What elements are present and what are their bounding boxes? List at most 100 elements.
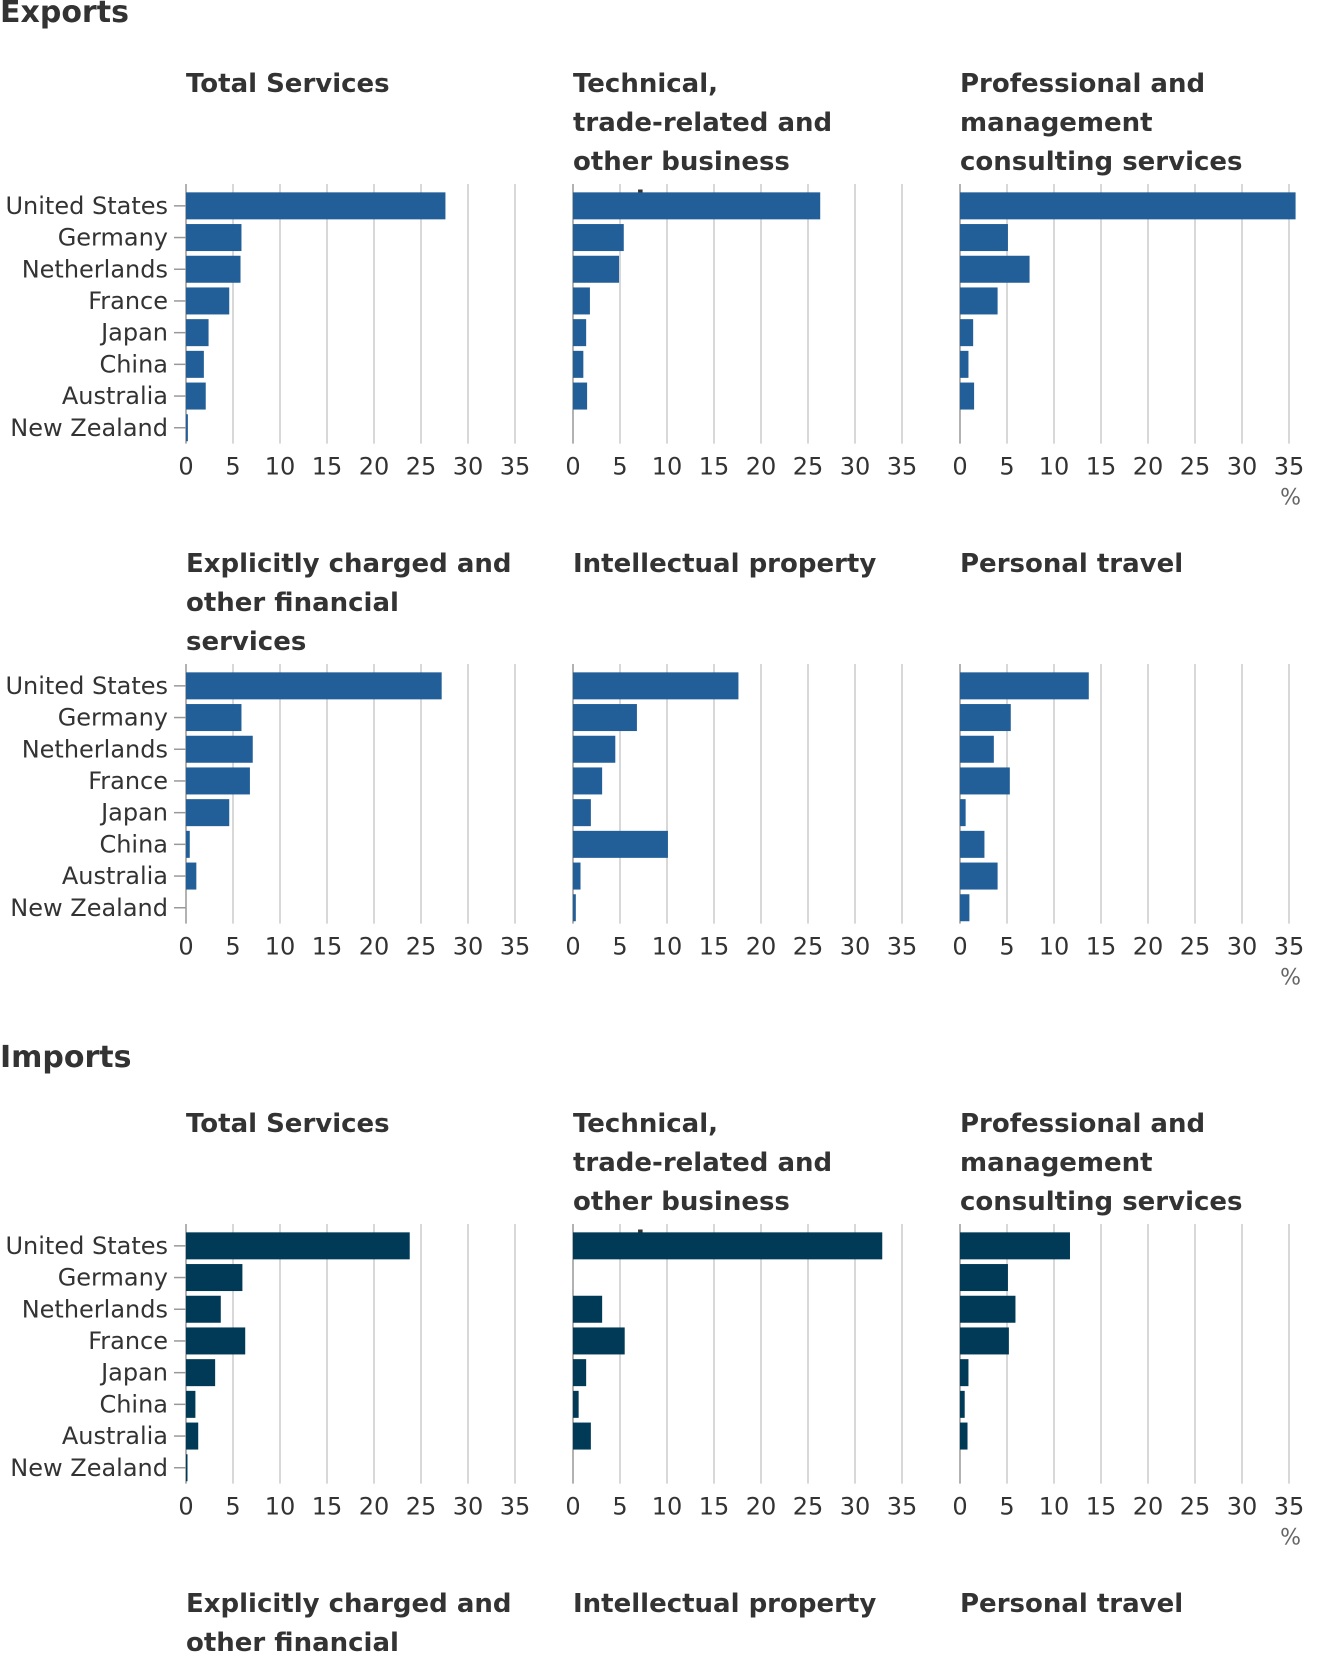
country-label-new-zealand: New Zealand [10, 1454, 168, 1482]
exports-intellectual-property-bar-japan [573, 799, 591, 827]
exports-professional-and-management-consulting-services-x-tick-0: 0 [952, 453, 967, 481]
exports-professional-and-management-consulting-services-bar-japan [960, 319, 974, 347]
exports-professional-and-management-consulting-services-bar-china [960, 350, 969, 378]
exports-personal-travel-x-tick-25: 25 [1180, 933, 1211, 961]
imports-total-services-bar-netherlands [186, 1295, 221, 1323]
imports-professional-and-management-consulting-services-bar-united-states [960, 1232, 1070, 1260]
imports-total-services-bar-united-states [186, 1232, 410, 1260]
exports-technical-trade-related-and-other-business-services-x-tick-25: 25 [793, 453, 824, 481]
exports-explicitly-charged-and-other-financial-services-title-line: Explicitly charged and [186, 549, 512, 579]
country-label-netherlands: Netherlands [22, 735, 168, 763]
imports-professional-and-management-consulting-services-title-line: management [960, 1148, 1153, 1178]
country-label-netherlands: Netherlands [22, 1295, 168, 1323]
imports-technical-trade-related-and-other-business-services-x-tick-15: 15 [699, 1493, 730, 1521]
exports-total-services-x-tick-20: 20 [359, 453, 390, 481]
imports-total-services-x-tick-30: 30 [453, 1493, 484, 1521]
exports-technical-trade-related-and-other-business-services-bar-japan [573, 319, 587, 347]
imports-professional-and-management-consulting-services-unit-label: % [1280, 1526, 1301, 1551]
imports-technical-trade-related-and-other-business-services-bar-australia [573, 1422, 591, 1450]
exports-personal-travel-bar-australia [960, 862, 998, 890]
exports-intellectual-property-x-tick-10: 10 [652, 933, 683, 961]
exports-technical-trade-related-and-other-business-services-title-line: Technical, [573, 69, 718, 99]
imports-professional-and-management-consulting-services-title-line: consulting services [960, 1187, 1243, 1217]
exports-technical-trade-related-and-other-business-services-bar-germany [573, 224, 624, 252]
exports-total-services-x-tick-30: 30 [453, 453, 484, 481]
exports-intellectual-property-bar-france [573, 767, 603, 795]
country-label-germany: Germany [58, 224, 168, 252]
exports-technical-trade-related-and-other-business-services-bar-australia [573, 382, 588, 410]
exports-personal-travel-unit-label: % [1280, 966, 1301, 991]
exports-explicitly-charged-and-other-financial-services-title-line: other financial [186, 588, 399, 618]
exports-professional-and-management-consulting-services-x-tick-10: 10 [1039, 453, 1070, 481]
imports-explicitly-charged-and-other-financial-services-title-line: Explicitly charged and [186, 1589, 512, 1619]
exports-professional-and-management-consulting-services-title-line: Professional and [960, 69, 1205, 99]
exports-explicitly-charged-and-other-financial-services-title-line: services [186, 627, 306, 657]
exports-explicitly-charged-and-other-financial-services-x-tick-30: 30 [453, 933, 484, 961]
exports-technical-trade-related-and-other-business-services-x-tick-0: 0 [565, 453, 580, 481]
exports-intellectual-property-bar-netherlands [573, 735, 616, 763]
exports-intellectual-property-x-tick-20: 20 [746, 933, 777, 961]
exports-section-title: Exports [0, 0, 129, 30]
exports-explicitly-charged-and-other-financial-services-bar-united-states [186, 672, 442, 700]
imports-professional-and-management-consulting-services-bar-japan [960, 1359, 969, 1387]
imports-professional-and-management-consulting-services-x-tick-0: 0 [952, 1493, 967, 1521]
country-label-united-states: United States [5, 1232, 168, 1260]
exports-personal-travel-bar-japan [960, 799, 966, 827]
exports-explicitly-charged-and-other-financial-services-bar-china [186, 830, 190, 858]
exports-technical-trade-related-and-other-business-services-x-tick-15: 15 [699, 453, 730, 481]
exports-personal-travel-x-tick-0: 0 [952, 933, 967, 961]
exports-professional-and-management-consulting-services-x-tick-30: 30 [1227, 453, 1258, 481]
country-label-new-zealand: New Zealand [10, 414, 168, 442]
exports-total-services-bar-japan [186, 319, 209, 347]
exports-explicitly-charged-and-other-financial-services-x-tick-0: 0 [178, 933, 193, 961]
exports-technical-trade-related-and-other-business-services-bar-china [573, 350, 584, 378]
imports-technical-trade-related-and-other-business-services-title-line: Technical, [573, 1109, 718, 1139]
exports-total-services-bar-france [186, 287, 230, 315]
exports-personal-travel-x-tick-20: 20 [1133, 933, 1164, 961]
exports-total-services-bar-china [186, 350, 204, 378]
exports-explicitly-charged-and-other-financial-services-x-tick-5: 5 [225, 933, 240, 961]
exports-explicitly-charged-and-other-financial-services-x-tick-25: 25 [406, 933, 437, 961]
country-label-australia: Australia [62, 1422, 168, 1450]
country-label-germany: Germany [58, 704, 168, 732]
exports-personal-travel-x-tick-15: 15 [1086, 933, 1117, 961]
country-label-china: China [99, 350, 168, 378]
exports-professional-and-management-consulting-services-bar-netherlands [960, 255, 1030, 283]
imports-total-services-x-tick-10: 10 [265, 1493, 296, 1521]
exports-total-services-x-tick-35: 35 [500, 453, 531, 481]
imports-professional-and-management-consulting-services-x-tick-35: 35 [1274, 1493, 1305, 1521]
imports-technical-trade-related-and-other-business-services-bar-japan [573, 1359, 587, 1387]
exports-technical-trade-related-and-other-business-services-x-tick-5: 5 [612, 453, 627, 481]
exports-professional-and-management-consulting-services-x-tick-20: 20 [1133, 453, 1164, 481]
imports-professional-and-management-consulting-services-x-tick-20: 20 [1133, 1493, 1164, 1521]
country-label-netherlands: Netherlands [22, 255, 168, 283]
exports-explicitly-charged-and-other-financial-services-x-tick-35: 35 [500, 933, 531, 961]
exports-total-services-bar-germany [186, 224, 242, 252]
exports-total-services-title-line: Total Services [186, 69, 390, 99]
exports-personal-travel-bar-china [960, 830, 985, 858]
imports-technical-trade-related-and-other-business-services-bar-china [573, 1390, 579, 1418]
exports-total-services-bar-australia [186, 382, 206, 410]
imports-technical-trade-related-and-other-business-services-x-tick-0: 0 [565, 1493, 580, 1521]
exports-professional-and-management-consulting-services-bar-germany [960, 224, 1008, 252]
exports-technical-trade-related-and-other-business-services-bar-united-states [573, 192, 821, 220]
exports-professional-and-management-consulting-services-bar-france [960, 287, 998, 315]
country-label-china: China [99, 830, 168, 858]
exports-intellectual-property-bar-new-zealand [573, 894, 576, 922]
exports-professional-and-management-consulting-services-x-tick-25: 25 [1180, 453, 1211, 481]
exports-total-services-x-tick-10: 10 [265, 453, 296, 481]
imports-technical-trade-related-and-other-business-services-bar-france [573, 1327, 625, 1355]
exports-total-services-x-tick-0: 0 [178, 453, 193, 481]
imports-technical-trade-related-and-other-business-services-title-line: trade-related and [573, 1148, 832, 1178]
imports-technical-trade-related-and-other-business-services-x-tick-5: 5 [612, 1493, 627, 1521]
exports-intellectual-property-x-tick-5: 5 [612, 933, 627, 961]
exports-personal-travel-x-tick-35: 35 [1274, 933, 1305, 961]
exports-intellectual-property-x-tick-35: 35 [887, 933, 918, 961]
exports-professional-and-management-consulting-services-x-tick-15: 15 [1086, 453, 1117, 481]
imports-total-services-bar-france [186, 1327, 246, 1355]
imports-total-services-bar-new-zealand [186, 1454, 188, 1482]
exports-intellectual-property-x-tick-25: 25 [793, 933, 824, 961]
imports-professional-and-management-consulting-services-title-line: Professional and [960, 1109, 1205, 1139]
imports-technical-trade-related-and-other-business-services-title-line: other business [573, 1187, 790, 1217]
